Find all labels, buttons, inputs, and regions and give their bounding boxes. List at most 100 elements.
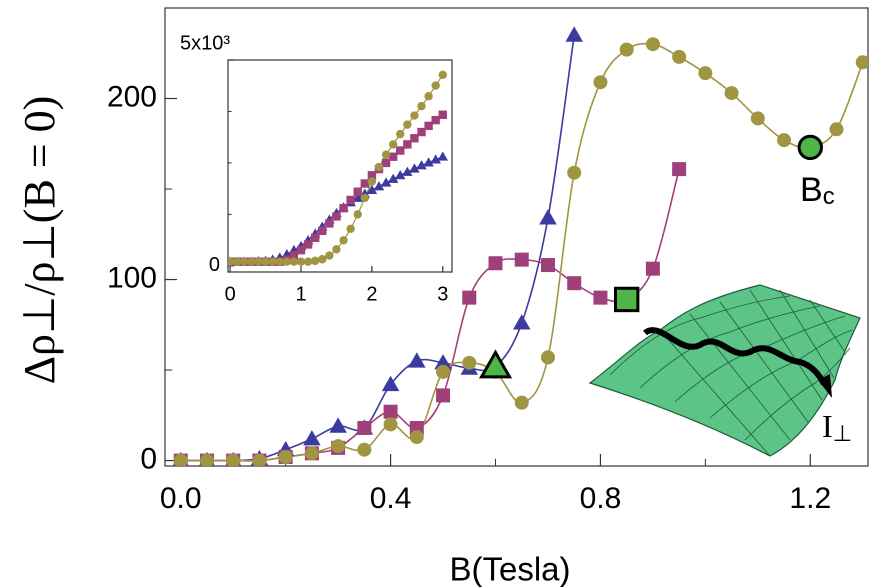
data-point: [488, 256, 503, 271]
data-point: [261, 257, 270, 266]
data-point: [431, 81, 440, 90]
data-point: [331, 439, 346, 454]
annotation-subscript: ⊥: [833, 421, 853, 446]
data-point: [539, 209, 557, 225]
x-tick-label: 1.2: [789, 482, 831, 515]
data-point: [750, 111, 765, 126]
data-point: [593, 75, 608, 90]
y-tick-label: 0: [209, 254, 220, 276]
x-tick-label: 2: [366, 283, 377, 305]
data-point: [423, 157, 434, 167]
data-point: [402, 166, 413, 176]
data-point: [619, 42, 634, 57]
data-point: [310, 233, 320, 243]
data-point: [540, 350, 555, 365]
highlight-marker: [478, 349, 513, 379]
data-point: [514, 252, 529, 267]
data-point: [403, 140, 412, 149]
data-point: [296, 257, 306, 266]
data-point: [303, 257, 313, 266]
data-point: [724, 86, 739, 101]
data-point: [395, 170, 406, 180]
data-point: [855, 55, 868, 70]
data-point: [437, 151, 449, 161]
data-point: [462, 290, 477, 305]
data-point: [252, 453, 267, 466]
data-point: [303, 240, 313, 249]
data-point: [366, 184, 378, 195]
data-point: [303, 430, 321, 446]
data-point: [254, 257, 263, 266]
x-tick-label: 0.0: [160, 482, 202, 515]
data-point: [645, 37, 660, 52]
data-point: [318, 226, 327, 236]
y-tick-label: 5x10³: [180, 32, 230, 54]
data-point: [431, 115, 440, 125]
data-point: [289, 251, 299, 260]
data-point: [325, 219, 334, 228]
data-point: [416, 160, 427, 170]
data-point: [410, 134, 419, 143]
data-point: [567, 276, 582, 291]
data-point: [357, 442, 372, 457]
data-point: [199, 453, 214, 466]
data-point: [346, 224, 355, 233]
annotation-subscript: c: [823, 183, 835, 210]
data-point: [247, 257, 256, 266]
data-point: [409, 430, 424, 445]
data-point: [417, 101, 426, 111]
y-tick-label: 100: [107, 261, 157, 294]
data-point: [357, 420, 372, 435]
x-tick-label: 3: [437, 283, 448, 305]
x-tick-label: 0: [225, 283, 236, 305]
annotation: Bc: [800, 171, 835, 210]
data-point: [403, 120, 412, 129]
annotation: I⊥: [822, 408, 852, 446]
plot-frame: [164, 7, 869, 467]
y-tick-label: 200: [107, 80, 157, 113]
data-point: [353, 187, 362, 196]
data-point: [388, 140, 398, 149]
data-point: [373, 181, 385, 191]
data-point: [438, 70, 447, 80]
annotation-text: B: [800, 171, 823, 209]
data-point: [380, 177, 392, 187]
highlight-marker: [797, 134, 823, 161]
data-point: [310, 256, 320, 266]
data-point: [233, 257, 242, 266]
data-point: [383, 417, 398, 432]
data-point: [173, 453, 188, 466]
data-point: [417, 127, 426, 137]
data-point: [462, 355, 477, 370]
data-point: [339, 203, 348, 213]
data-point: [408, 352, 426, 368]
data-point: [275, 257, 284, 266]
data-point: [346, 195, 355, 205]
data-point: [329, 417, 347, 433]
data-point: [360, 193, 370, 203]
data-point: [430, 154, 441, 164]
data-point: [438, 110, 447, 119]
data-point: [352, 192, 363, 202]
series-line: [180, 42, 864, 462]
x-tick-label: 0.4: [370, 482, 412, 515]
data-point: [436, 364, 451, 379]
data-point: [396, 146, 405, 155]
data-point: [540, 258, 555, 273]
data-point: [672, 49, 687, 64]
data-point: [512, 314, 531, 330]
data-point: [565, 26, 583, 42]
y-axis-label: Δρ⊥/ρ⊥(B = 0): [15, 96, 64, 385]
data-point: [226, 453, 241, 466]
data-point: [424, 121, 433, 131]
plot-area: [228, 70, 449, 266]
data-point: [304, 446, 319, 461]
data-point: [360, 179, 370, 188]
data-point: [332, 212, 341, 221]
data-point: [387, 173, 399, 183]
annotation-text: I: [822, 408, 833, 444]
data-point: [567, 165, 582, 180]
data-point: [296, 245, 306, 255]
data-point: [240, 257, 249, 266]
